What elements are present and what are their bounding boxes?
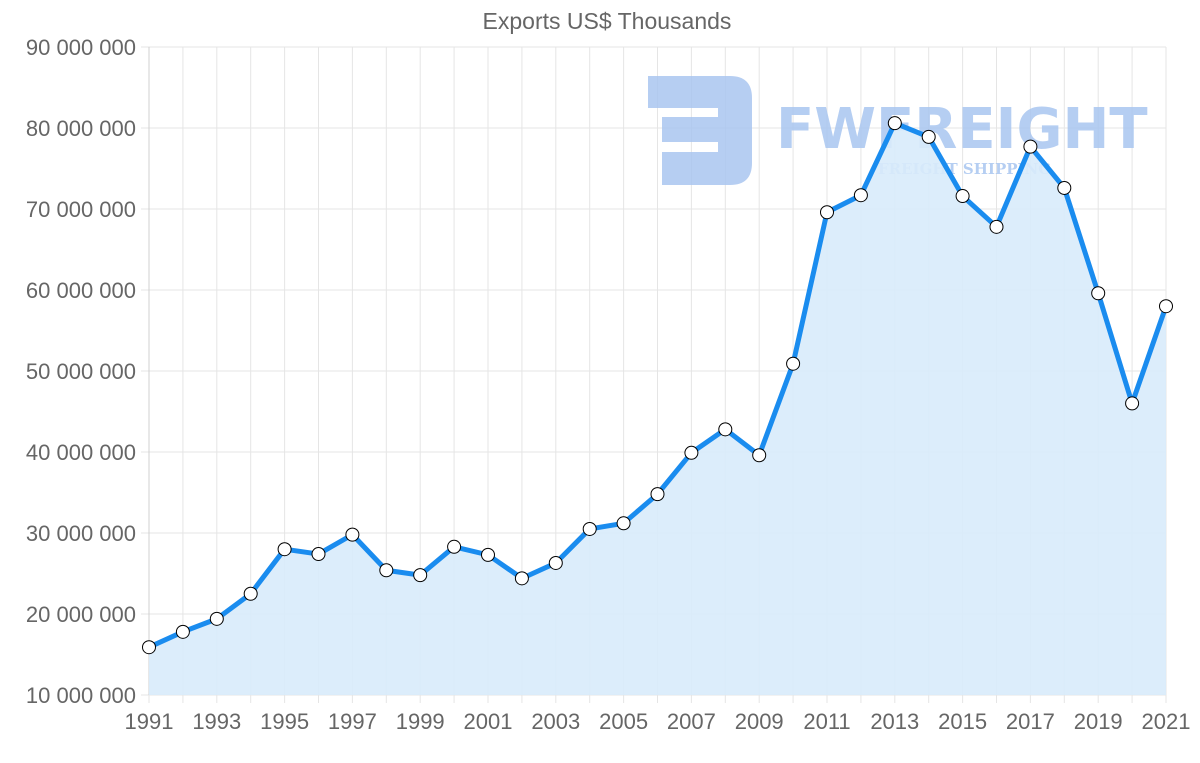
x-tick-label: 1999 [396,709,445,734]
data-point-2020[interactable] [1125,396,1140,411]
y-tick-label: 20 000 000 [26,602,136,627]
data-point-1995[interactable] [277,542,292,557]
y-axis: 10 000 000 20 000 000 30 000 000 40 000 000… [26,35,136,708]
y-tick-label: 50 000 000 [26,359,136,384]
x-tick-label: 2009 [735,709,784,734]
chart-title: Exports US$ Thousands [482,8,732,34]
watermark-logo: FWFREIGHT FREIGHT SHIPPING [648,76,1148,185]
data-point-2016[interactable] [989,219,1004,234]
data-point-2003[interactable] [548,555,563,570]
data-point-2009[interactable] [752,448,767,463]
data-point-2004[interactable] [582,521,597,536]
data-markers [142,116,1173,655]
data-point-2021[interactable] [1159,299,1173,314]
area-fill [149,123,1166,695]
watermark-brand: FWFREIGHT [776,97,1148,162]
x-tick-label: 1997 [328,709,377,734]
x-tick-label: 2017 [1006,709,1055,734]
x-tick-label: 2015 [938,709,987,734]
data-point-2019[interactable] [1091,286,1106,301]
data-point-2007[interactable] [684,445,699,460]
data-point-1999[interactable] [413,568,428,583]
data-point-2010[interactable] [786,356,801,371]
y-tick-label: 80 000 000 [26,116,136,141]
y-tick-label: 40 000 000 [26,440,136,465]
x-tick-label: 1995 [260,709,309,734]
x-tick-label: 2005 [599,709,648,734]
x-tick-label: 1993 [192,709,241,734]
data-point-2000[interactable] [447,539,462,554]
y-tick-label: 60 000 000 [26,278,136,303]
data-point-1991[interactable] [142,640,156,655]
data-point-1993[interactable] [209,611,224,626]
x-tick-label: 2013 [870,709,919,734]
y-tick-label: 30 000 000 [26,521,136,546]
y-tick-label: 10 000 000 [26,683,136,708]
data-point-2014[interactable] [921,129,936,144]
x-axis: 1991 1993 1995 1997 1999 2001 2003 2005 2007 2009… [125,709,1191,734]
x-tick-label: 1991 [125,709,174,734]
data-point-2001[interactable] [481,547,495,562]
x-tick-label: 2019 [1074,709,1123,734]
data-point-2008[interactable] [718,422,733,437]
y-tick-label: 90 000 000 [26,35,136,60]
x-tick-label: 2011 [803,709,850,734]
data-point-1996[interactable] [311,547,326,562]
data-point-2018[interactable] [1057,180,1072,195]
data-point-2013[interactable] [887,116,902,131]
data-point-2005[interactable] [616,516,631,531]
brand-logo-icon [648,76,752,185]
x-tick-label: 2001 [464,709,513,734]
data-point-2006[interactable] [650,487,665,502]
y-tick-label: 70 000 000 [26,197,136,222]
data-point-1998[interactable] [379,563,394,578]
data-point-2012[interactable] [853,188,868,203]
x-tick-label: 2003 [531,709,580,734]
x-tick-label: 2007 [667,709,716,734]
data-point-1992[interactable] [175,624,190,639]
data-point-2011[interactable] [820,205,834,220]
data-point-2017[interactable] [1023,139,1038,154]
data-point-1997[interactable] [345,527,360,542]
x-tick-label: 2021 [1142,709,1191,734]
data-point-2002[interactable] [514,571,529,586]
data-point-2015[interactable] [955,189,970,204]
data-point-1994[interactable] [243,586,258,601]
